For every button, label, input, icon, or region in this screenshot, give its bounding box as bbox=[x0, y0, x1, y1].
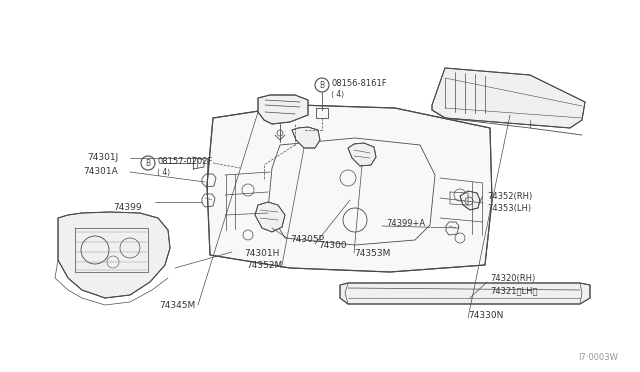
Polygon shape bbox=[432, 68, 585, 128]
Text: 74399+A: 74399+A bbox=[386, 218, 425, 228]
Text: 74305P: 74305P bbox=[290, 235, 324, 244]
Text: B: B bbox=[145, 158, 150, 167]
Polygon shape bbox=[340, 283, 590, 304]
Polygon shape bbox=[460, 191, 480, 210]
Text: 74301J: 74301J bbox=[87, 154, 118, 163]
Text: 74321（LH）: 74321（LH） bbox=[490, 286, 538, 295]
Text: 74353(LH): 74353(LH) bbox=[487, 203, 531, 212]
Polygon shape bbox=[255, 202, 285, 232]
Text: 74352M: 74352M bbox=[246, 260, 282, 269]
Text: I7·0003W: I7·0003W bbox=[578, 353, 618, 362]
Text: 74301A: 74301A bbox=[83, 167, 118, 176]
Text: 74330N: 74330N bbox=[468, 311, 504, 321]
Polygon shape bbox=[258, 95, 308, 124]
Text: ⟨ 4⟩: ⟨ 4⟩ bbox=[157, 167, 170, 176]
Text: 74352(RH): 74352(RH) bbox=[487, 192, 532, 201]
Text: 08156-8161F: 08156-8161F bbox=[331, 78, 387, 87]
Text: 74320(RH): 74320(RH) bbox=[490, 275, 535, 283]
Polygon shape bbox=[207, 105, 492, 272]
Text: ⟨ 4⟩: ⟨ 4⟩ bbox=[331, 90, 344, 99]
Text: 74301H: 74301H bbox=[244, 248, 280, 257]
Text: 74353M: 74353M bbox=[354, 248, 390, 257]
Text: 74399: 74399 bbox=[113, 202, 142, 212]
Text: 08157-0202F: 08157-0202F bbox=[157, 157, 212, 166]
Polygon shape bbox=[292, 127, 320, 148]
Polygon shape bbox=[348, 143, 376, 166]
Text: 74300: 74300 bbox=[318, 241, 347, 250]
Text: 74345M: 74345M bbox=[159, 301, 195, 310]
Text: B: B bbox=[319, 80, 324, 90]
Polygon shape bbox=[58, 212, 170, 298]
